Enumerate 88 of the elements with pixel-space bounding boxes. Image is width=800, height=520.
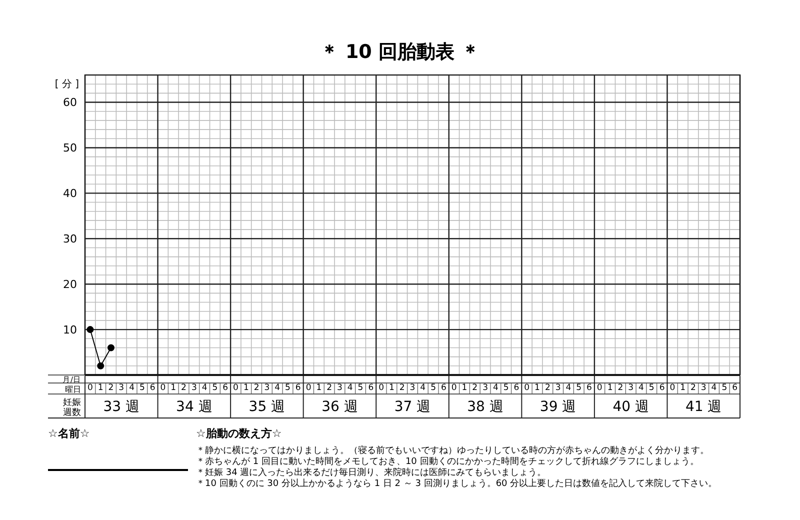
- x-tick-label: 4: [638, 383, 644, 394]
- x-tick-label: 4: [492, 383, 498, 394]
- x-tick-label: 1: [607, 383, 613, 394]
- x-tick-label: 3: [700, 383, 706, 394]
- x-tick-label: 2: [544, 383, 550, 394]
- x-tick-label: 2: [181, 383, 186, 394]
- x-tick-label: 5: [285, 383, 290, 394]
- x-tick-label: 3: [482, 383, 488, 394]
- x-tick-label: 2: [326, 383, 332, 394]
- x-tick-label: 1: [170, 383, 176, 394]
- x-tick-label: 1: [316, 383, 322, 394]
- x-axis-title: 曜日: [65, 385, 81, 394]
- text: 41 週: [685, 399, 722, 415]
- x-tick-label: 0: [524, 383, 530, 394]
- x-tick-label: 0: [306, 383, 312, 394]
- x-tick-label: 2: [472, 383, 478, 394]
- x-tick-label: 5: [358, 383, 364, 394]
- y-axis-title: [ 分 ]: [54, 78, 80, 90]
- x-tick-label: 5: [503, 383, 509, 394]
- text: ＊妊娠 34 週に入ったら出来るだけ毎日測り、来院時には医師にみてもらいましょう。: [196, 467, 546, 478]
- x-tick-label: 0: [233, 383, 238, 394]
- x-tick-label: 2: [690, 383, 696, 394]
- x-tick-label: 6: [222, 383, 228, 394]
- text: 39 週: [540, 399, 576, 415]
- y-tick-label: 10: [63, 323, 77, 336]
- x-tick-label: 5: [648, 383, 654, 394]
- x-tick-label: 0: [87, 383, 93, 394]
- x-tick-label: 6: [514, 383, 520, 394]
- x-tick-label: 3: [628, 383, 634, 394]
- x-tick-label: 6: [659, 383, 665, 394]
- x-tick-label: 6: [368, 383, 374, 394]
- x-tick-label: 4: [274, 383, 280, 394]
- text: ＊静かに横になってはかりましょう。（寝る前でもいいですね）ゆったりしている時の方が赤ちゃんの動きがよく分かります。: [196, 445, 709, 456]
- y-tick-label: 40: [63, 187, 77, 200]
- x-tick-label: 4: [347, 383, 353, 394]
- text: ＊赤ちゃんが 1 回目に動いた時間をメモしておき、10 回動くのにかかった時間をチェックして折れ線グラフにしましょう。: [196, 456, 699, 467]
- x-tick-label: 1: [462, 383, 468, 394]
- text: 妊娠週数: [63, 397, 81, 418]
- x-tick-label: 2: [108, 383, 114, 394]
- x-tick-label: 1: [680, 383, 686, 394]
- x-tick-label: 4: [420, 383, 426, 394]
- x-tick-label: 3: [118, 383, 124, 394]
- x-tick-label: 6: [732, 383, 738, 394]
- x-tick-label: 0: [378, 383, 384, 394]
- x-tick-label: 1: [98, 383, 104, 394]
- x-tick-label: 0: [160, 383, 166, 394]
- x-tick-label: 3: [337, 383, 342, 394]
- text: 33 週: [103, 399, 140, 415]
- y-tick-label: 20: [63, 278, 77, 291]
- x-tick-label: 5: [430, 383, 436, 394]
- text: 35 週: [248, 399, 286, 415]
- text: 37 週: [394, 399, 431, 415]
- x-tick-label: 5: [576, 383, 582, 394]
- x-tick-label: 4: [566, 383, 572, 394]
- x-tick-label: 4: [711, 383, 717, 394]
- x-tick-label: 3: [191, 383, 197, 394]
- x-tick-label: 5: [722, 383, 728, 394]
- x-tick-label: 0: [451, 383, 457, 394]
- text: 40 週: [612, 399, 649, 415]
- x-tick-label: 5: [139, 383, 145, 394]
- x-tick-label: 2: [399, 383, 405, 394]
- text: ☆胎動の数え方☆: [196, 427, 282, 440]
- x-tick-label: 0: [596, 383, 602, 394]
- x-tick-label: 0: [670, 383, 676, 394]
- x-tick-label: 6: [440, 383, 446, 394]
- text: ＊10 回動くのに 30 分以上かかるようなら 1 日 2 ～ 3 回測りましょう。60 分以上要した日は数値を記入して来院して下さい。: [196, 478, 718, 489]
- x-tick-label: 4: [129, 383, 134, 394]
- text: 38 週: [467, 399, 504, 415]
- chart-title: ＊ 10 回胎動表 ＊: [320, 41, 480, 63]
- y-tick-label: 50: [63, 142, 77, 155]
- text: 34 週: [176, 399, 212, 415]
- x-tick-label: 1: [534, 383, 540, 394]
- x-tick-label: 3: [264, 383, 270, 394]
- x-tick-label: 1: [243, 383, 249, 394]
- x-tick-label: 6: [295, 383, 301, 394]
- text: ☆名前☆: [48, 427, 90, 440]
- x-tick-label: 6: [150, 383, 156, 394]
- x-tick-label: 3: [555, 383, 561, 394]
- x-tick-label: 3: [410, 383, 416, 394]
- x-tick-label: 5: [212, 383, 218, 394]
- x-tick-label: 1: [388, 383, 394, 394]
- text: 36 週: [322, 399, 358, 415]
- y-tick-label: 30: [63, 232, 77, 246]
- x-tick-label: 6: [586, 383, 592, 394]
- y-tick-label: 60: [63, 96, 77, 110]
- x-tick-label: 2: [254, 383, 260, 394]
- x-tick-label: 4: [202, 383, 208, 394]
- x-tick-label: 2: [618, 383, 624, 394]
